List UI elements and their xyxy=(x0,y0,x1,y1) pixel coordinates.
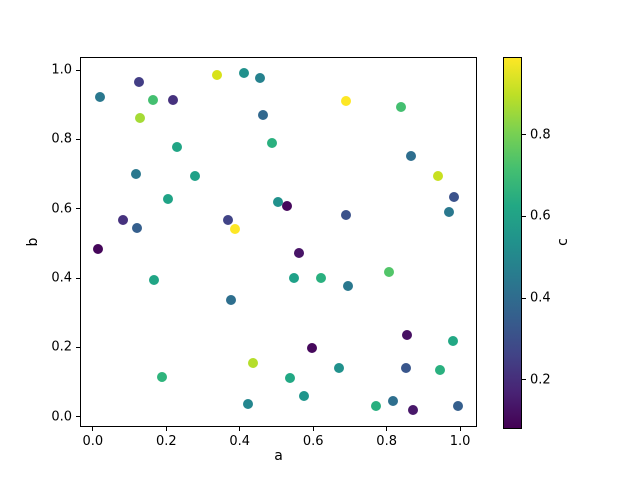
x-tick-mark xyxy=(459,427,461,431)
scatter-point xyxy=(307,342,318,353)
y-axis-label: b xyxy=(25,237,41,247)
scatter-point xyxy=(242,399,253,410)
colorbar-tick-label: 0.6 xyxy=(530,208,551,224)
y-tick-mark xyxy=(76,416,80,418)
scatter-point xyxy=(281,200,292,211)
x-tick-mark xyxy=(386,427,388,431)
x-tick-mark xyxy=(312,427,314,431)
scatter-point xyxy=(298,390,309,401)
scatter-point xyxy=(315,273,326,284)
scatter-point xyxy=(162,194,173,205)
scatter-point xyxy=(401,330,412,341)
colorbar-tick-mark xyxy=(522,379,526,381)
scatter-point xyxy=(254,73,265,84)
y-tick-label: 0.0 xyxy=(51,409,72,425)
scatter-point xyxy=(133,76,144,87)
scatter-point xyxy=(211,70,222,81)
scatter-point xyxy=(95,92,106,103)
y-tick-label: 0.2 xyxy=(51,339,72,355)
scatter-point xyxy=(341,95,352,106)
scatter-point xyxy=(272,196,283,207)
scatter-point xyxy=(257,110,268,121)
scatter-point xyxy=(118,214,129,225)
scatter-point xyxy=(341,209,352,220)
scatter-point xyxy=(407,404,418,415)
scatter-point xyxy=(230,223,241,234)
scatter-point xyxy=(342,281,353,292)
y-tick-mark xyxy=(76,69,80,71)
y-tick-mark xyxy=(76,208,80,210)
x-axis-label: a xyxy=(274,448,283,464)
scatter-point xyxy=(135,113,146,124)
y-tick-mark xyxy=(76,346,80,348)
scatter-point xyxy=(293,248,304,259)
scatter-point xyxy=(132,223,143,234)
scatter-point xyxy=(223,215,234,226)
scatter-point xyxy=(434,365,445,376)
scatter-point xyxy=(401,363,412,374)
scatter-point xyxy=(453,400,464,411)
scatter-point xyxy=(93,244,104,255)
colorbar-tick-label: 0.4 xyxy=(530,290,551,306)
scatter-point xyxy=(433,170,444,181)
colorbar-tick-label: 0.8 xyxy=(530,127,551,143)
scatter-point xyxy=(444,206,455,217)
scatter-point xyxy=(148,95,159,106)
scatter-point xyxy=(189,170,200,181)
scatter-point xyxy=(448,335,459,346)
scatter-point xyxy=(285,373,296,384)
scatter-point xyxy=(383,266,394,277)
scatter-point xyxy=(388,396,399,407)
scatter-point xyxy=(171,142,182,153)
colorbar xyxy=(503,57,522,429)
x-tick-label: 0.8 xyxy=(376,434,397,449)
scatter-point xyxy=(371,400,381,411)
x-tick-label: 0.6 xyxy=(302,434,324,449)
scatter-point xyxy=(289,273,300,284)
colorbar-tick-mark xyxy=(522,215,526,217)
scatter-point xyxy=(149,275,160,286)
x-tick-label: 0.2 xyxy=(155,434,177,449)
x-tick-mark xyxy=(239,427,241,431)
scatter-point xyxy=(156,372,167,383)
scatter-point xyxy=(225,295,236,306)
scatter-point xyxy=(333,363,344,374)
plot-area xyxy=(80,57,477,427)
x-tick-mark xyxy=(165,427,167,431)
scatter-point xyxy=(448,191,459,202)
y-tick-label: 0.6 xyxy=(51,201,72,217)
x-tick-mark xyxy=(92,427,94,431)
x-tick-label: 0.0 xyxy=(82,434,104,449)
x-tick-label: 1.0 xyxy=(449,434,471,449)
scatter-point xyxy=(395,101,406,112)
scatter-point xyxy=(130,169,141,180)
y-tick-mark xyxy=(76,138,80,140)
scatter-point xyxy=(239,68,250,79)
colorbar-tick-mark xyxy=(522,134,526,136)
y-tick-label: 0.4 xyxy=(51,270,72,286)
scatter-point xyxy=(405,150,416,161)
y-tick-label: 1.0 xyxy=(51,62,72,78)
y-tick-label: 0.8 xyxy=(51,131,72,147)
scatter-point xyxy=(247,358,258,369)
colorbar-label: c xyxy=(555,238,571,246)
scatter-point xyxy=(266,138,277,149)
colorbar-tick-mark xyxy=(522,297,526,299)
x-tick-label: 0.4 xyxy=(229,434,251,449)
scatter-point xyxy=(167,95,178,106)
y-tick-mark xyxy=(76,277,80,279)
colorbar-tick-label: 0.2 xyxy=(530,372,551,388)
colorbar-gradient xyxy=(504,58,521,428)
